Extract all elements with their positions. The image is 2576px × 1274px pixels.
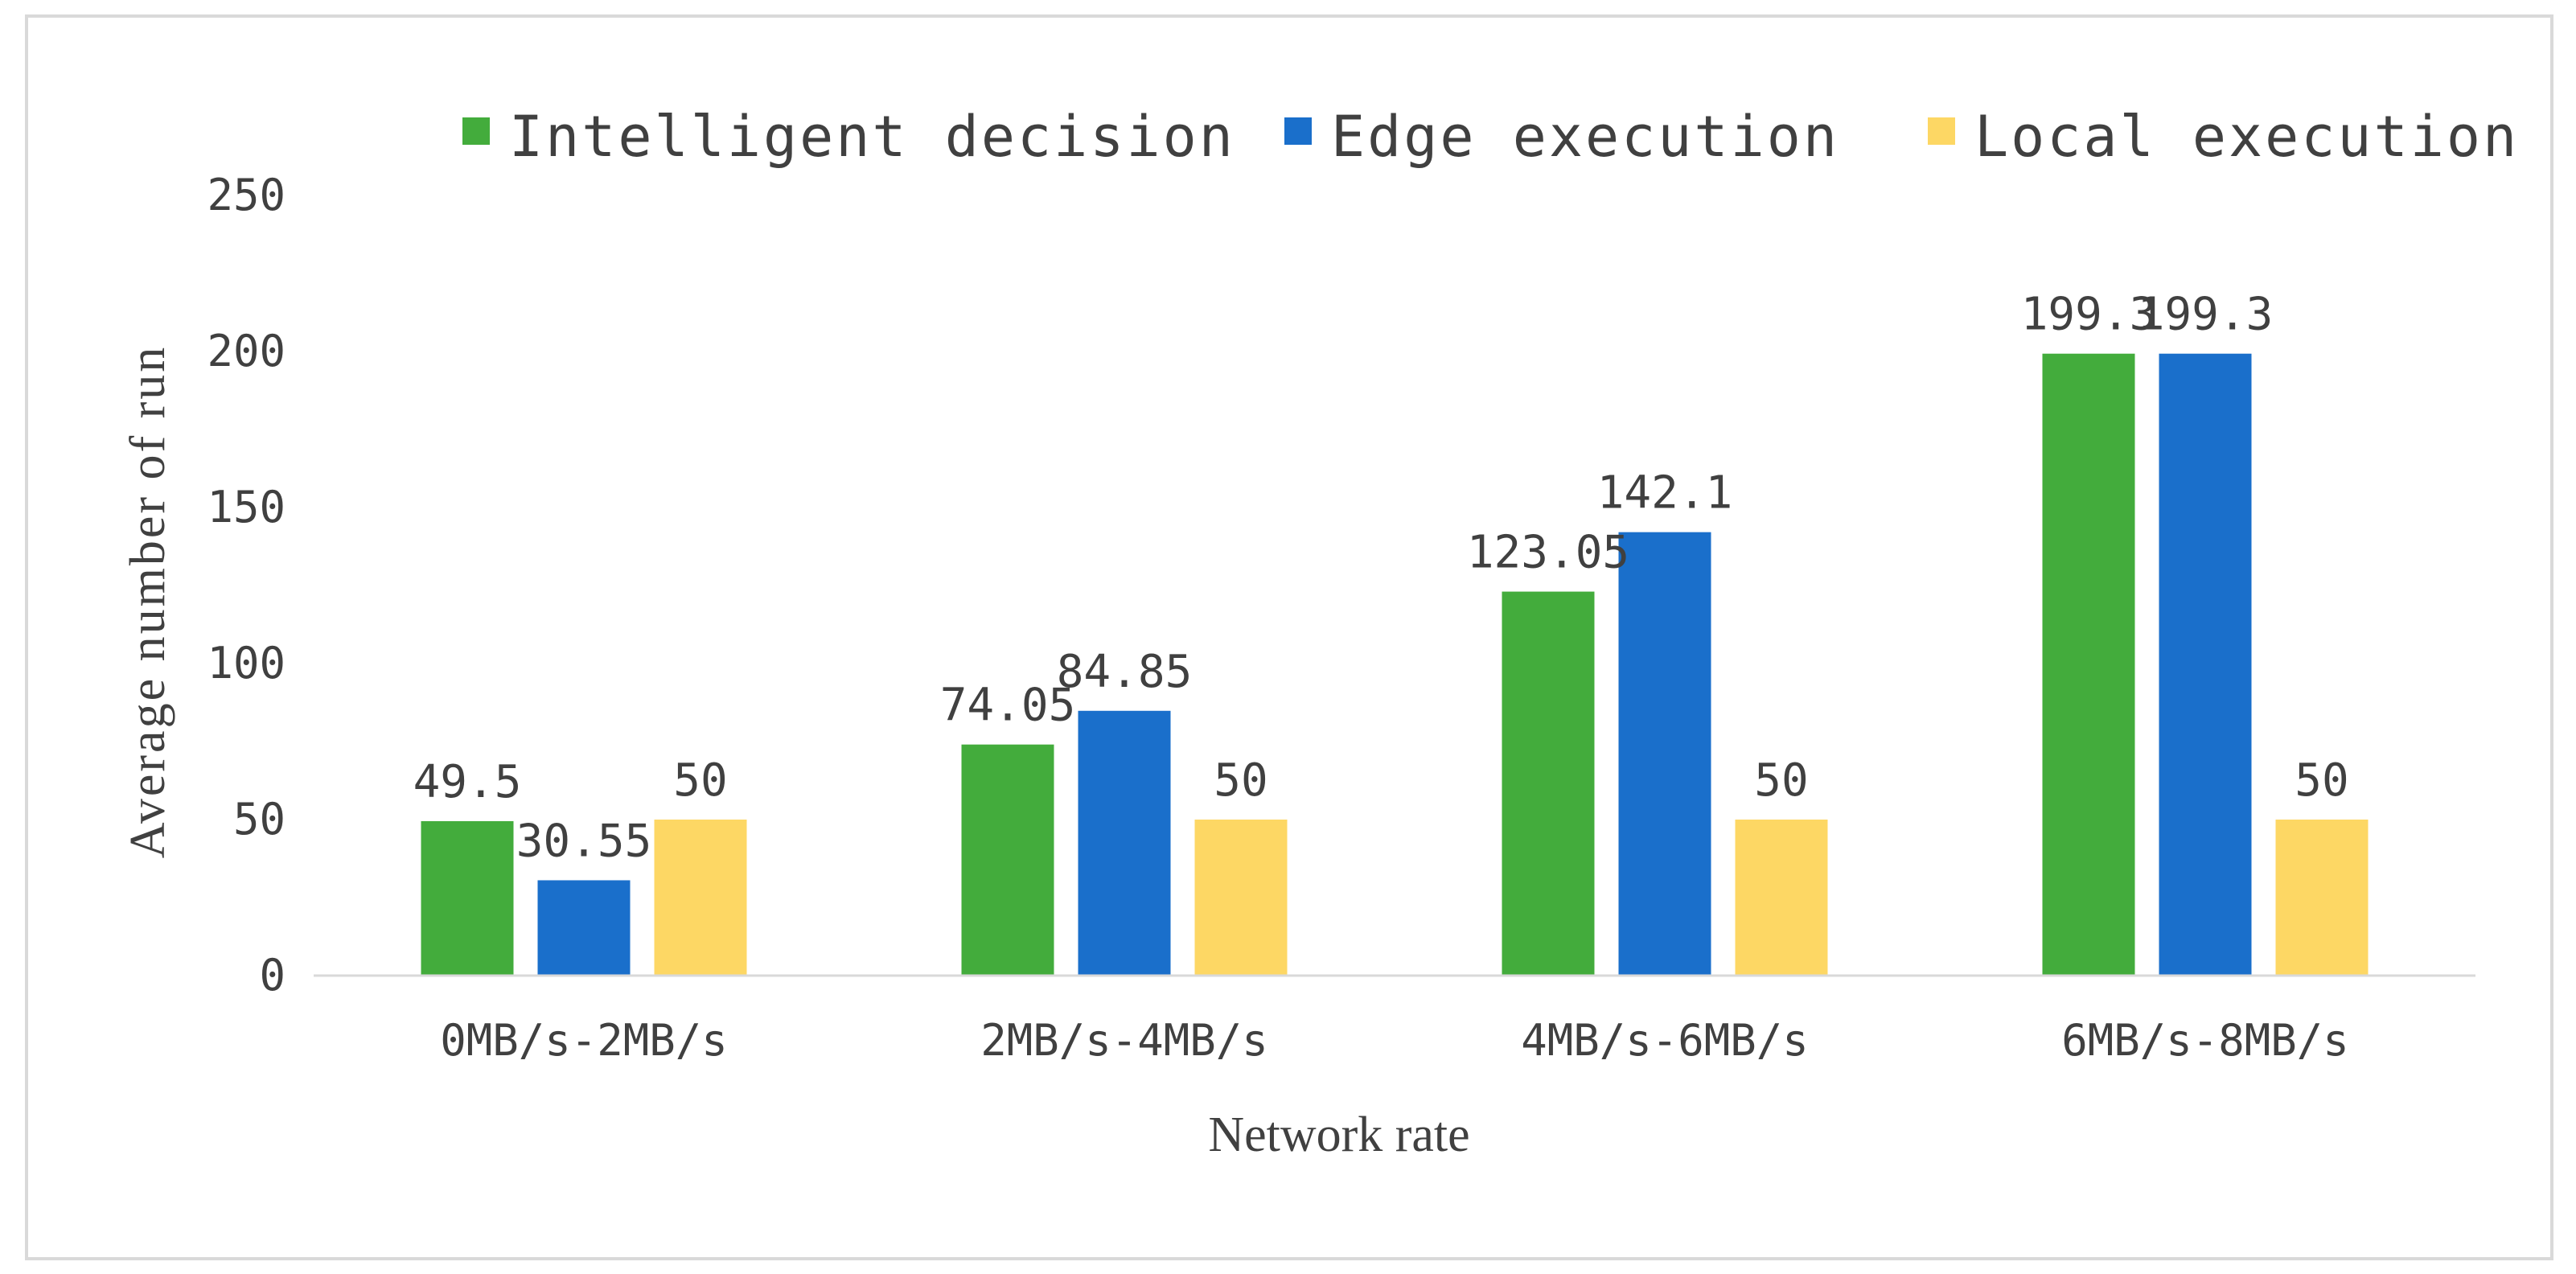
bar xyxy=(421,820,514,976)
bar-value-label: 74.05 xyxy=(940,680,1076,732)
y-tick-label: 200 xyxy=(207,326,286,376)
legend-swatch xyxy=(1284,117,1312,145)
y-tick-label: 100 xyxy=(207,638,286,688)
bar-value-label: 142.1 xyxy=(1597,467,1733,520)
x-tick-label: 2MB/s-4MB/s xyxy=(980,1015,1268,1066)
x-tick-label: 4MB/s-6MB/s xyxy=(1521,1015,1809,1066)
bar-value-label: 123.05 xyxy=(1467,527,1629,579)
bar-value-label: 84.85 xyxy=(1057,646,1193,698)
y-tick-label: 150 xyxy=(207,482,286,532)
bar xyxy=(1618,532,1711,976)
bar-value-label: 30.55 xyxy=(516,815,652,867)
x-tick-label: 6MB/s-8MB/s xyxy=(2061,1015,2349,1066)
legend-swatch xyxy=(1928,117,1955,145)
legend-label: Edge execution xyxy=(1331,104,1839,170)
bar-value-label: 50 xyxy=(1214,754,1267,807)
bar xyxy=(1194,820,1288,976)
bar xyxy=(2275,820,2369,976)
y-tick-label: 50 xyxy=(233,794,286,845)
x-tick-label: 0MB/s-2MB/s xyxy=(440,1015,728,1066)
bar xyxy=(1735,820,1828,976)
bar-value-label: 199.3 xyxy=(2138,289,2274,341)
bar-value-label: 50 xyxy=(673,754,727,807)
bar xyxy=(1502,591,1595,976)
y-tick-label: 0 xyxy=(259,950,286,1001)
bar-value-label: 49.5 xyxy=(413,756,522,808)
bars xyxy=(421,353,2369,976)
bar xyxy=(961,744,1054,976)
bar xyxy=(654,820,747,976)
bar-value-label: 199.3 xyxy=(2021,289,2157,341)
bar-value-label: 50 xyxy=(1754,754,1808,807)
legend-label: Intelligent decision xyxy=(509,104,1235,170)
legend-label: Local execution xyxy=(1974,104,2519,170)
y-axis-ticks: 0 50 100 150 200 250 xyxy=(207,170,286,1001)
bar xyxy=(2159,353,2252,976)
bar xyxy=(537,880,631,976)
x-axis-ticks: 0MB/s-2MB/s 2MB/s-4MB/s 4MB/s-6MB/s 6MB/s-8… xyxy=(440,1015,2349,1066)
bar xyxy=(1078,710,1171,976)
x-axis-title: Network rate xyxy=(1208,1108,1469,1162)
bar xyxy=(2042,353,2135,976)
legend-swatch xyxy=(462,117,490,145)
legend: Intelligent decision Edge execution Local … xyxy=(462,104,2519,170)
y-axis-title: Average number of run xyxy=(121,345,175,859)
y-tick-label: 250 xyxy=(207,170,286,220)
bar-value-label: 50 xyxy=(2295,754,2348,807)
